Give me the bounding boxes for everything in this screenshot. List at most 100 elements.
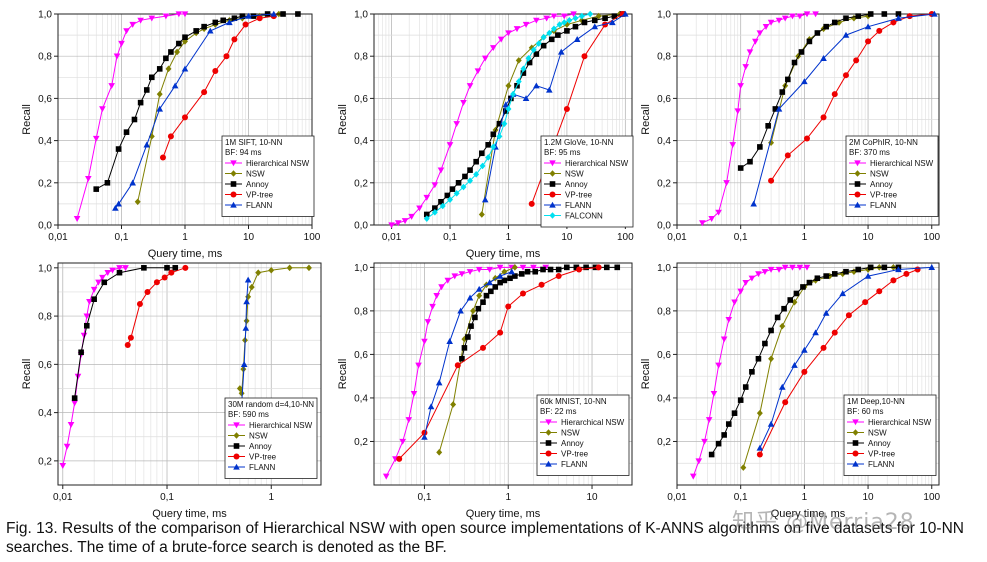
legend-title: 2M CoPhIR, 10-NN — [849, 138, 918, 147]
data-point — [781, 264, 789, 271]
data-point — [148, 133, 155, 140]
legend-box — [221, 135, 315, 217]
legend-entry: VP-tree — [561, 450, 589, 459]
chart-panel-3: 0,01 0,1 1 10 100 0,0 0,2 0,4 0,6 0,8 1,0 Recall 2M … — [640, 10, 941, 244]
data-point — [765, 123, 771, 129]
data-point — [622, 10, 629, 17]
data-point — [505, 82, 512, 90]
data-point — [137, 99, 144, 106]
data-point — [573, 36, 581, 42]
legend-entry: Hierarchical NSW — [249, 421, 313, 430]
data-point — [459, 355, 465, 362]
data-point — [867, 264, 874, 271]
legend-box — [843, 394, 937, 476]
data-point — [245, 293, 252, 301]
data-point — [715, 209, 722, 216]
data-point — [92, 135, 100, 142]
legend-title: BF: 370 ms — [849, 148, 890, 157]
legend-marker — [230, 181, 237, 187]
data-point — [823, 23, 829, 30]
data-point — [803, 11, 811, 18]
data-point — [242, 21, 249, 28]
data-point — [479, 150, 485, 157]
x-tick-label: 0,1 — [417, 492, 431, 503]
data-point — [520, 70, 527, 76]
legend-marker — [233, 443, 240, 449]
data-point — [614, 264, 621, 271]
data-point — [750, 200, 757, 207]
data-point — [550, 13, 558, 20]
legend-entry: Annoy — [561, 439, 584, 448]
legend-entry: Hierarchical NSW — [868, 418, 932, 427]
data-point — [182, 34, 188, 41]
data-point — [906, 13, 913, 20]
data-point — [148, 74, 155, 81]
data-point — [240, 365, 247, 373]
data-point — [223, 53, 230, 60]
data-point — [153, 279, 160, 286]
x-tick-label: 10 — [243, 232, 255, 243]
y-tick-label: 0,6 — [354, 94, 368, 105]
data-point — [881, 11, 888, 17]
data-point — [814, 30, 821, 36]
data-point — [890, 277, 897, 284]
legend-entry: NSW — [868, 429, 887, 438]
x-tick-label: 0,01 — [667, 232, 687, 243]
series-line — [753, 13, 935, 205]
data-point — [876, 27, 883, 34]
data-point — [501, 277, 508, 284]
y-tick-label: 0,6 — [657, 94, 671, 105]
data-point — [431, 182, 439, 189]
figure-caption: Fig. 13. Results of the comparison of Hi… — [6, 520, 964, 556]
data-point — [134, 198, 141, 206]
series-line — [385, 266, 546, 477]
series-hierarchical-nsw — [382, 264, 550, 480]
data-point — [581, 53, 588, 60]
legend-marker — [854, 170, 861, 177]
data-point — [508, 95, 514, 102]
data-point — [725, 316, 733, 323]
data-point — [742, 279, 750, 286]
y-tick-label: 0,0 — [657, 221, 671, 232]
data-point — [479, 162, 486, 170]
data-point — [705, 417, 713, 424]
y-axis-label: Recall — [640, 104, 652, 135]
data-point — [492, 284, 499, 290]
data-point — [603, 264, 610, 271]
data-point — [507, 275, 513, 282]
series-hierarchical-nsw — [689, 264, 811, 480]
data-point — [460, 183, 467, 191]
data-point — [561, 19, 568, 26]
data-point — [555, 273, 562, 280]
data-point — [231, 15, 238, 22]
data-point — [931, 10, 938, 17]
data-point — [895, 14, 902, 21]
data-point — [399, 438, 406, 445]
y-tick-label: 0,4 — [38, 136, 52, 147]
data-point — [436, 449, 443, 456]
data-point — [485, 154, 492, 161]
chart-panel-1: 0,01 0,1 1 10 100 0,0 0,2 0,4 0,6 0,8 1,0 Query tim… — [21, 10, 321, 261]
legend-entry: Annoy — [870, 180, 893, 189]
x-axis-label: Query time, ms — [152, 508, 227, 520]
data-point — [532, 268, 539, 275]
data-point — [473, 158, 479, 165]
data-point — [566, 17, 573, 24]
legend-entry: Annoy — [868, 439, 891, 448]
data-point — [136, 301, 143, 308]
legend-box — [540, 135, 634, 228]
data-point — [122, 265, 129, 272]
data-point — [864, 272, 872, 279]
legend-marker — [230, 170, 237, 177]
data-point — [520, 65, 527, 73]
data-point — [611, 13, 618, 19]
data-point — [168, 269, 175, 276]
data-point — [481, 55, 489, 62]
data-point — [468, 323, 474, 329]
data-point — [212, 19, 219, 26]
data-point — [137, 17, 144, 24]
data-point — [581, 19, 588, 26]
data-point — [796, 264, 804, 271]
data-point — [822, 309, 830, 316]
